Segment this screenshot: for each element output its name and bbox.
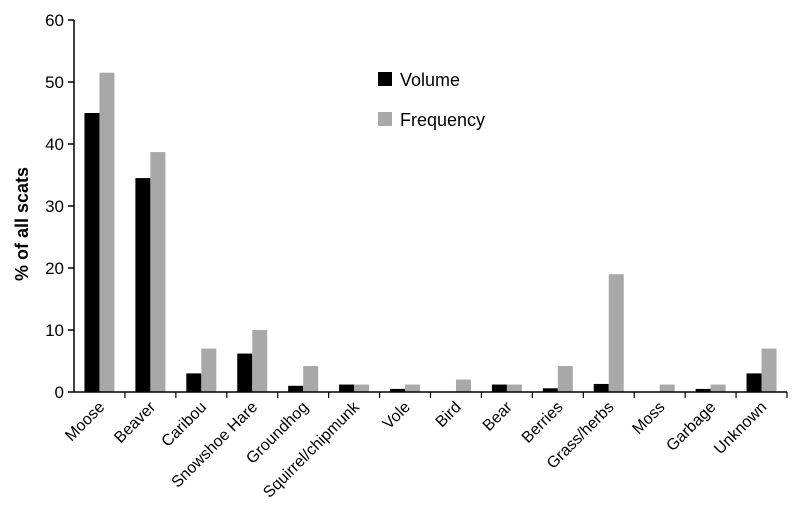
y-tick-label: 50	[45, 73, 64, 92]
bar-frequency-grass-herbs	[608, 274, 624, 392]
x-tick-label: Moss	[629, 399, 668, 438]
y-tick-label: 10	[45, 321, 64, 340]
x-tick-label: Caribou	[159, 399, 211, 451]
bar-volume-garbage	[695, 388, 711, 392]
bar-frequency-bear	[506, 384, 522, 392]
legend-label-frequency: Frequency	[400, 110, 485, 130]
bar-volume-moose	[84, 113, 100, 392]
bar-frequency-bird	[455, 379, 471, 392]
y-axis-title: % of all scats	[12, 167, 32, 281]
bar-frequency-moose	[99, 72, 115, 392]
x-tick-label: Squirrel/chipmunk	[260, 398, 363, 501]
bar-frequency-vole	[405, 384, 421, 392]
bar-frequency-groundhog	[303, 365, 319, 392]
bar-volume-unknown	[746, 373, 762, 392]
bar-volume-squirrel-chipmunk	[339, 384, 355, 392]
y-tick-label: 20	[45, 259, 64, 278]
bar-frequency-berries	[557, 365, 573, 392]
bar-frequency-caribou	[201, 348, 217, 392]
bar-volume-grass-herbs	[593, 383, 609, 392]
x-tick-label: Vole	[380, 399, 414, 433]
y-tick-label: 30	[45, 197, 64, 216]
legend-swatch-frequency	[378, 112, 392, 126]
bar-frequency-moss	[659, 384, 675, 392]
bar-volume-caribou	[186, 373, 202, 392]
x-tick-label: Snowshoe Hare	[169, 399, 262, 492]
bars	[84, 72, 777, 392]
bar-volume-vole	[390, 388, 406, 392]
x-tick-label: Bear	[480, 398, 516, 434]
x-tick-label: Moose	[62, 399, 108, 445]
y-tick-label: 0	[55, 383, 64, 402]
bar-volume-snowshoe-hare	[237, 353, 253, 392]
legend: Volume Frequency	[378, 70, 485, 130]
x-tick-label: Unknown	[711, 399, 770, 458]
x-tick-label: Beaver	[111, 398, 159, 446]
bar-volume-berries	[542, 388, 558, 392]
bar-frequency-garbage	[710, 384, 726, 392]
y-axis: 0 10 20 30 40 50 60	[45, 11, 74, 402]
y-tick-label: 60	[45, 11, 64, 30]
bar-volume-bear	[491, 384, 507, 392]
bar-volume-groundhog	[288, 385, 304, 392]
x-tick-label: Bird	[433, 399, 465, 431]
legend-swatch-volume	[378, 72, 392, 86]
legend-label-volume: Volume	[400, 70, 460, 90]
x-tick-label: Berries	[519, 399, 567, 447]
y-tick-label: 40	[45, 135, 64, 154]
bar-frequency-squirrel-chipmunk	[354, 384, 370, 392]
bar-frequency-unknown	[761, 348, 777, 392]
bar-volume-beaver	[135, 178, 151, 392]
bar-frequency-beaver	[150, 152, 166, 392]
bar-frequency-snowshoe-hare	[252, 330, 268, 392]
